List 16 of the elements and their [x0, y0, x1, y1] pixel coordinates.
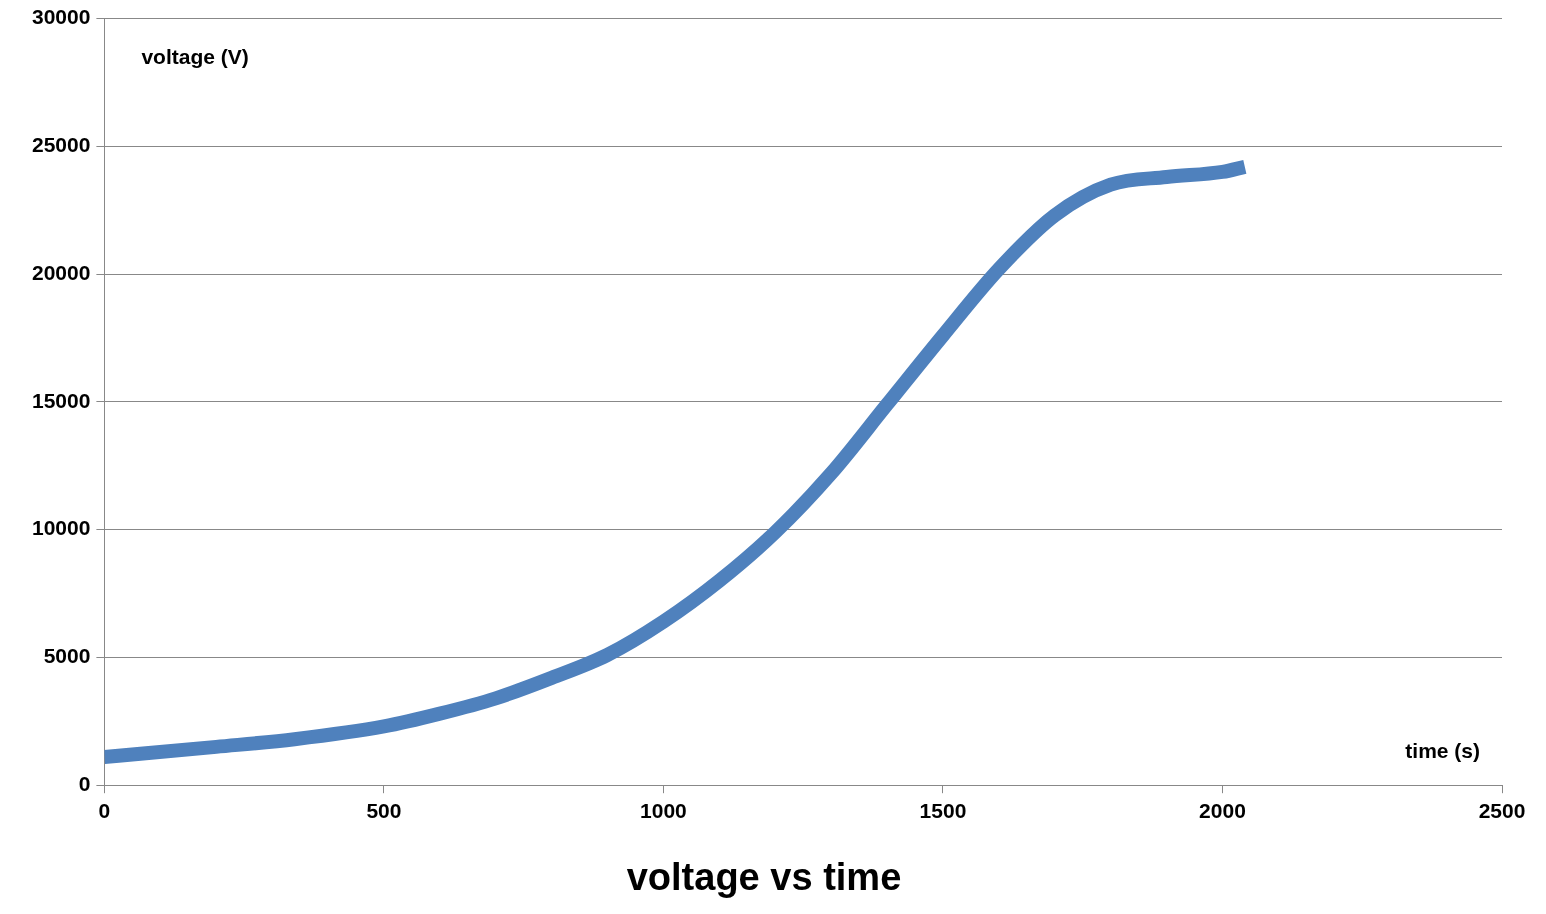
x-axis-title: time (s)	[1405, 739, 1480, 762]
y-tick-label: 25000	[31, 133, 91, 157]
x-tick-label: 2500	[1478, 798, 1526, 822]
x-tick-label: 2000	[1199, 798, 1246, 822]
y-tick-label: 15000	[31, 388, 91, 412]
y-tick-label: 10000	[31, 516, 91, 540]
x-tick-label: 500	[366, 798, 402, 822]
text: voltage vs time	[626, 855, 902, 898]
x-tick-label: 0	[98, 798, 111, 822]
x-tick-label: 1000	[640, 798, 687, 822]
y-tick-label: 5000	[43, 644, 91, 668]
y-tick-label: 20000	[31, 260, 91, 284]
y-axis-title: voltage (V)	[141, 45, 249, 69]
y-tick-label: 0	[78, 772, 91, 795]
y-tick-label: 30000	[31, 5, 91, 29]
x-tick-label: 1500	[919, 798, 967, 822]
